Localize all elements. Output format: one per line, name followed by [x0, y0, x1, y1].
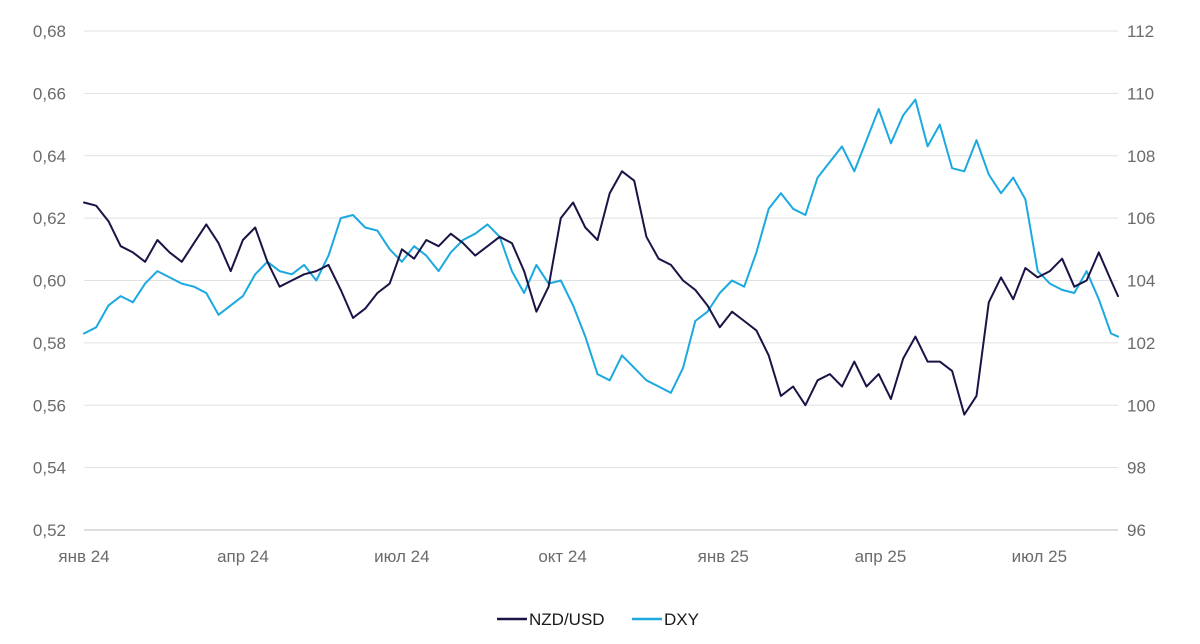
y-axis-right: 96 98 100 102 104 106 108 110 112: [1127, 22, 1155, 540]
y-right-tick-label: 104: [1127, 272, 1155, 291]
y-left-tick-label: 0,52: [33, 521, 66, 540]
x-tick-label: апр 24: [217, 547, 269, 566]
x-tick-label: июл 24: [374, 547, 429, 566]
y-left-tick-label: 0,66: [33, 84, 66, 103]
y-left-tick-label: 0,64: [33, 147, 66, 166]
x-axis: янв 24 апр 24 июл 24 окт 24 янв 25 апр 25 июл …: [58, 547, 1067, 566]
y-left-tick-label: 0,58: [33, 334, 66, 353]
y-right-tick-label: 112: [1127, 22, 1154, 41]
y-left-tick-label: 0,60: [33, 272, 66, 291]
x-tick-label: июл 25: [1012, 547, 1067, 566]
y-right-tick-label: 96: [1127, 521, 1146, 540]
y-right-tick-label: 98: [1127, 459, 1146, 478]
legend-label-nzdusd: NZD/USD: [529, 610, 605, 629]
y-left-tick-label: 0,68: [33, 22, 66, 41]
y-left-tick-label: 0,62: [33, 209, 66, 228]
x-tick-label: апр 25: [855, 547, 907, 566]
y-right-tick-label: 100: [1127, 396, 1155, 415]
y-right-tick-label: 110: [1127, 84, 1154, 103]
x-tick-label: янв 25: [698, 547, 749, 566]
y-axis-left: 0,52 0,54 0,56 0,58 0,60 0,62 0,64 0,66 0,68: [33, 22, 66, 540]
x-tick-label: янв 24: [58, 547, 109, 566]
y-right-tick-label: 108: [1127, 147, 1155, 166]
x-tick-label: окт 24: [538, 547, 587, 566]
series-lines: [83, 98, 1119, 416]
series-line-nzdusd: [83, 170, 1119, 416]
series-line-dxy: [83, 98, 1119, 394]
legend: NZD/USD DXY: [497, 610, 699, 629]
legend-label-dxy: DXY: [664, 610, 699, 629]
y-left-tick-label: 0,56: [33, 396, 66, 415]
y-right-tick-label: 106: [1127, 209, 1155, 228]
gridlines: [84, 30, 1118, 531]
y-right-tick-label: 102: [1127, 334, 1155, 353]
y-left-tick-label: 0,54: [33, 459, 66, 478]
